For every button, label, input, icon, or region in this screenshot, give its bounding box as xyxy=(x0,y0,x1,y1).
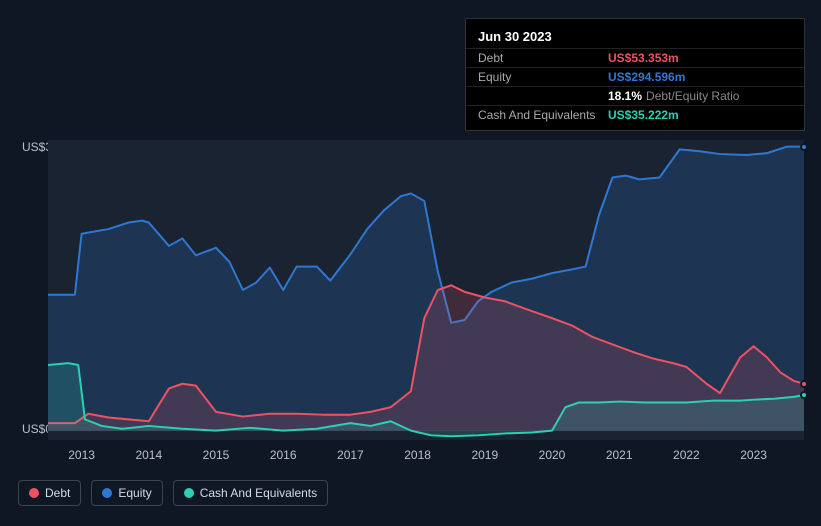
legend-item-label: Debt xyxy=(45,486,70,500)
x-axis-label: 2018 xyxy=(404,448,431,462)
x-axis-label: 2014 xyxy=(135,448,162,462)
tooltip-row: 18.1% Debt/Equity Ratio xyxy=(466,86,804,105)
chart-container: Jun 30 2023 DebtUS$53.353mEquityUS$294.5… xyxy=(0,0,821,526)
series-endpoint-marker xyxy=(800,391,808,399)
x-axis-label: 2013 xyxy=(68,448,95,462)
legend-dot-icon xyxy=(102,488,112,498)
chart-tooltip: Jun 30 2023 DebtUS$53.353mEquityUS$294.5… xyxy=(465,18,805,131)
tooltip-row-label: Equity xyxy=(478,70,608,84)
tooltip-row-value: US$294.596m xyxy=(608,70,685,84)
tooltip-row-value: 18.1% xyxy=(608,89,642,103)
x-axis-label: 2016 xyxy=(270,448,297,462)
series-endpoint-marker xyxy=(800,143,808,151)
legend-item[interactable]: Debt xyxy=(18,480,81,506)
tooltip-row-value: US$35.222m xyxy=(608,108,679,122)
tooltip-row-label: Debt xyxy=(478,51,608,65)
legend-dot-icon xyxy=(29,488,39,498)
x-axis-label: 2017 xyxy=(337,448,364,462)
x-axis-label: 2022 xyxy=(673,448,700,462)
tooltip-row-sublabel: Debt/Equity Ratio xyxy=(646,89,739,103)
tooltip-row-value: US$53.353m xyxy=(608,51,679,65)
tooltip-row: Cash And EquivalentsUS$35.222m xyxy=(466,105,804,124)
legend-item[interactable]: Cash And Equivalents xyxy=(173,480,328,506)
chart-plot xyxy=(48,140,804,440)
legend: Debt Equity Cash And Equivalents xyxy=(18,480,328,506)
x-axis-label: 2023 xyxy=(740,448,767,462)
legend-item-label: Equity xyxy=(118,486,151,500)
tooltip-row: DebtUS$53.353m xyxy=(466,48,804,67)
tooltip-row-label: Cash And Equivalents xyxy=(478,108,608,122)
x-axis-label: 2015 xyxy=(203,448,230,462)
x-axis-label: 2020 xyxy=(539,448,566,462)
legend-item-label: Cash And Equivalents xyxy=(200,486,317,500)
legend-dot-icon xyxy=(184,488,194,498)
series-endpoint-marker xyxy=(800,380,808,388)
legend-item[interactable]: Equity xyxy=(91,480,162,506)
tooltip-row: EquityUS$294.596m xyxy=(466,67,804,86)
tooltip-date: Jun 30 2023 xyxy=(466,25,804,48)
x-axis-label: 2021 xyxy=(606,448,633,462)
x-axis-label: 2019 xyxy=(471,448,498,462)
